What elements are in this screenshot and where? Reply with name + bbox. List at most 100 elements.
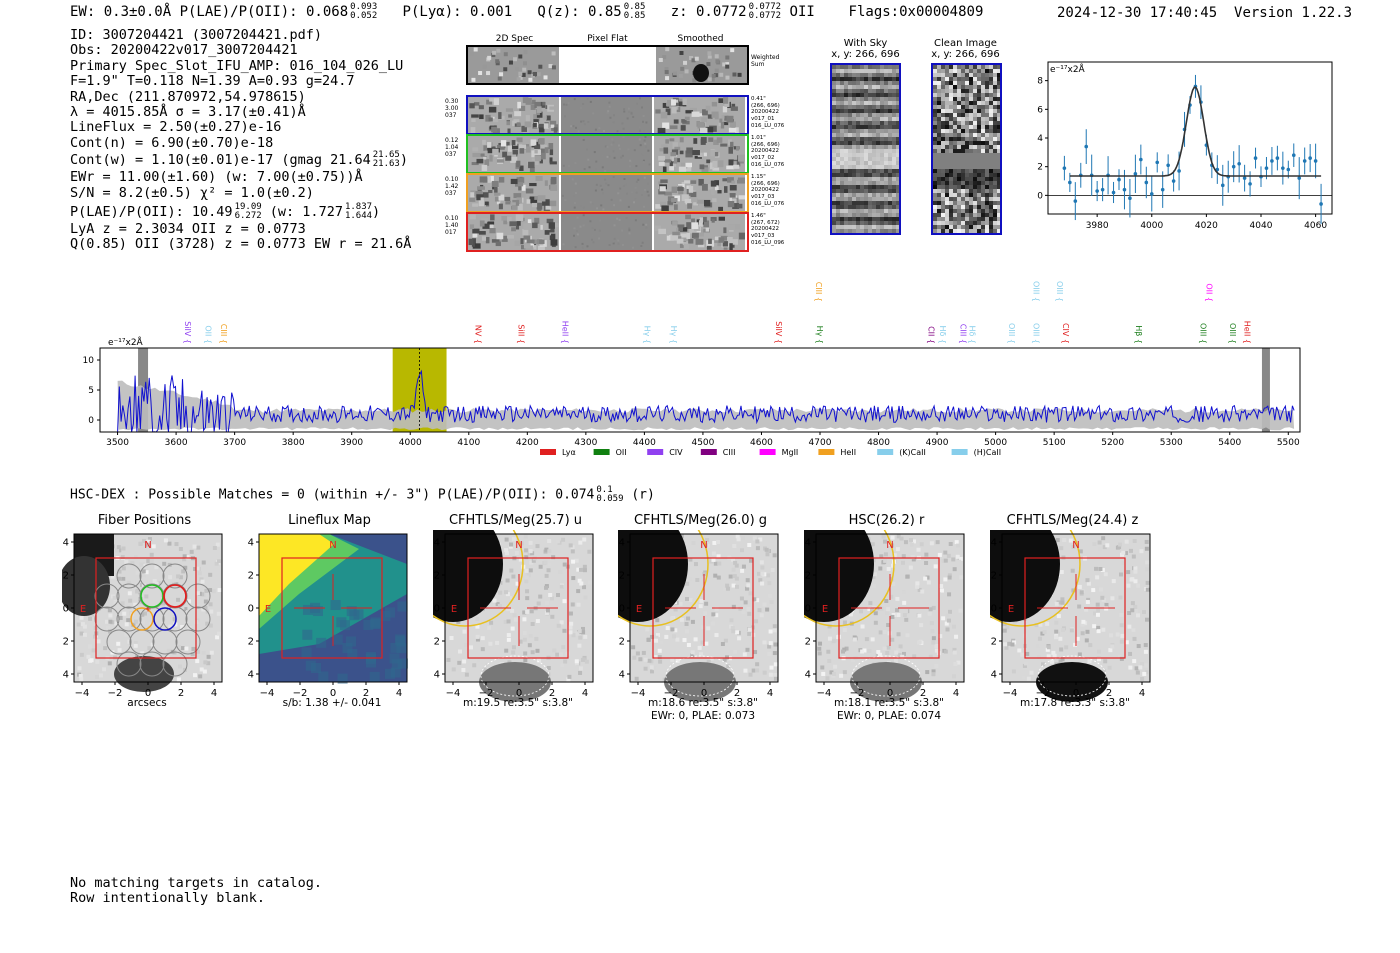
cutout-noise-pixel — [498, 115, 505, 120]
imaging-pixel — [734, 576, 739, 581]
cutout-row-right-label: 1.46" (267, 672) 20200422 v017_03 016_LU_096 — [751, 213, 787, 247]
x-tick-label: −2 — [850, 688, 865, 699]
noise-pixel — [969, 93, 973, 97]
cutout-noise-pixel — [519, 148, 525, 154]
imaging-pixel — [873, 620, 878, 625]
noise-pixel — [997, 205, 1001, 209]
noise-pixel — [961, 65, 965, 69]
noise-pixel — [949, 181, 953, 185]
noise-pixel — [856, 209, 860, 213]
noise-pixel — [953, 89, 957, 93]
imaging-pixel — [1080, 631, 1085, 636]
cutout-noise-pixel — [728, 146, 734, 154]
cutout-noise-pixel — [710, 162, 715, 170]
zoom-ytick-label: 4 — [1037, 134, 1043, 144]
noise-pixel — [989, 129, 993, 133]
cutout-noise-pixel — [691, 197, 698, 203]
noise-pixel — [961, 117, 965, 121]
x-tick-label: −2 — [293, 688, 308, 699]
imaging-pixel — [107, 661, 112, 666]
noise-pixel — [977, 229, 981, 233]
noise-pixel — [937, 205, 941, 209]
weighted-sum-image — [468, 47, 747, 83]
noise-pixel — [993, 137, 997, 141]
noise-pixel — [872, 169, 876, 173]
noise-pixel — [945, 101, 949, 105]
noise-pixel — [933, 129, 937, 133]
cutout-noise-pixel — [671, 99, 676, 106]
noise-pixel — [933, 69, 937, 73]
cutout-noise-pixel — [594, 128, 597, 131]
y-tick-label: −4 — [618, 670, 625, 681]
noise-pixel — [852, 97, 856, 101]
y-tick-label: 0 — [248, 604, 254, 615]
cutout-noise-pixel — [538, 123, 547, 129]
noise-pixel — [864, 93, 868, 97]
aperture-ellipse — [990, 530, 1081, 627]
noise-pixel — [840, 209, 844, 213]
noise-pixel — [933, 181, 937, 185]
noise-pixel — [953, 129, 957, 133]
imaging-pixel — [725, 586, 730, 591]
galaxy-blob — [114, 656, 174, 692]
imaging-pixel — [1119, 639, 1124, 644]
cutout-noise-pixel — [664, 159, 672, 163]
cutout-noise-pixel — [592, 202, 595, 205]
noise-pixel — [949, 197, 953, 201]
cutout-noise-pixel — [507, 145, 512, 152]
imaging-pixel — [908, 537, 913, 542]
noise-pixel — [973, 181, 977, 185]
noise-pixel — [880, 149, 884, 153]
cutout-noise-pixel — [595, 160, 598, 163]
noise-pixel — [860, 97, 864, 101]
cutout-noise-pixel — [561, 194, 564, 197]
noise-pixel — [884, 205, 888, 209]
noise-pixel — [949, 117, 953, 121]
noise-pixel — [933, 169, 937, 173]
imaging-pixel — [1130, 601, 1135, 606]
cutout-noise-pixel — [685, 165, 692, 172]
imaging-pixel — [858, 609, 863, 614]
noise-pixel — [933, 97, 937, 101]
noise-pixel — [985, 113, 989, 117]
noise-pixel — [892, 209, 896, 213]
noise-pixel — [832, 81, 836, 85]
noise-pixel — [852, 129, 856, 133]
imaging-pixel — [768, 641, 773, 646]
cutout-noise-pixel — [645, 121, 648, 124]
data-point — [1313, 159, 1318, 163]
noise-pixel — [937, 117, 941, 121]
cutout-noise-pixel — [726, 115, 734, 123]
noise-pixel — [981, 129, 985, 133]
noise-pixel — [880, 109, 884, 113]
imaging-pixel — [458, 649, 463, 654]
noise-pixel — [876, 209, 880, 213]
cutout-noise-pixel — [503, 220, 508, 225]
noise-pixel — [864, 133, 868, 137]
imaging-pixel — [138, 541, 143, 546]
noise-pixel — [864, 109, 868, 113]
spectrum-xtick-label: 4300 — [574, 438, 597, 448]
cutout-row-right-label: 1.15" (266, 696) 20200422 v017_03 016_LU_076 — [751, 174, 787, 208]
imaging-pixel — [1136, 644, 1141, 649]
imaging-pixel — [713, 573, 718, 578]
noise-pixel — [884, 189, 888, 193]
cutout-noise-pixel — [690, 180, 697, 184]
noise-pixel — [933, 149, 937, 153]
imaging-pixel — [760, 581, 765, 586]
noise-pixel — [868, 113, 872, 117]
noise-pixel — [864, 217, 868, 221]
imaging-pixel — [659, 640, 664, 645]
noise-pixel — [896, 125, 900, 129]
imaging-pixel — [766, 573, 771, 578]
noise-pixel — [981, 193, 985, 197]
noise-pixel — [969, 225, 973, 229]
with-sky-image — [830, 63, 901, 235]
noise-pixel — [965, 225, 969, 229]
imaging-pixel — [928, 654, 933, 659]
cutout-noise-pixel — [727, 200, 735, 208]
noise-pixel — [864, 105, 868, 109]
noise-pixel — [957, 113, 961, 117]
cutout-noise-pixel — [679, 137, 684, 143]
noise-pixel — [880, 125, 884, 129]
